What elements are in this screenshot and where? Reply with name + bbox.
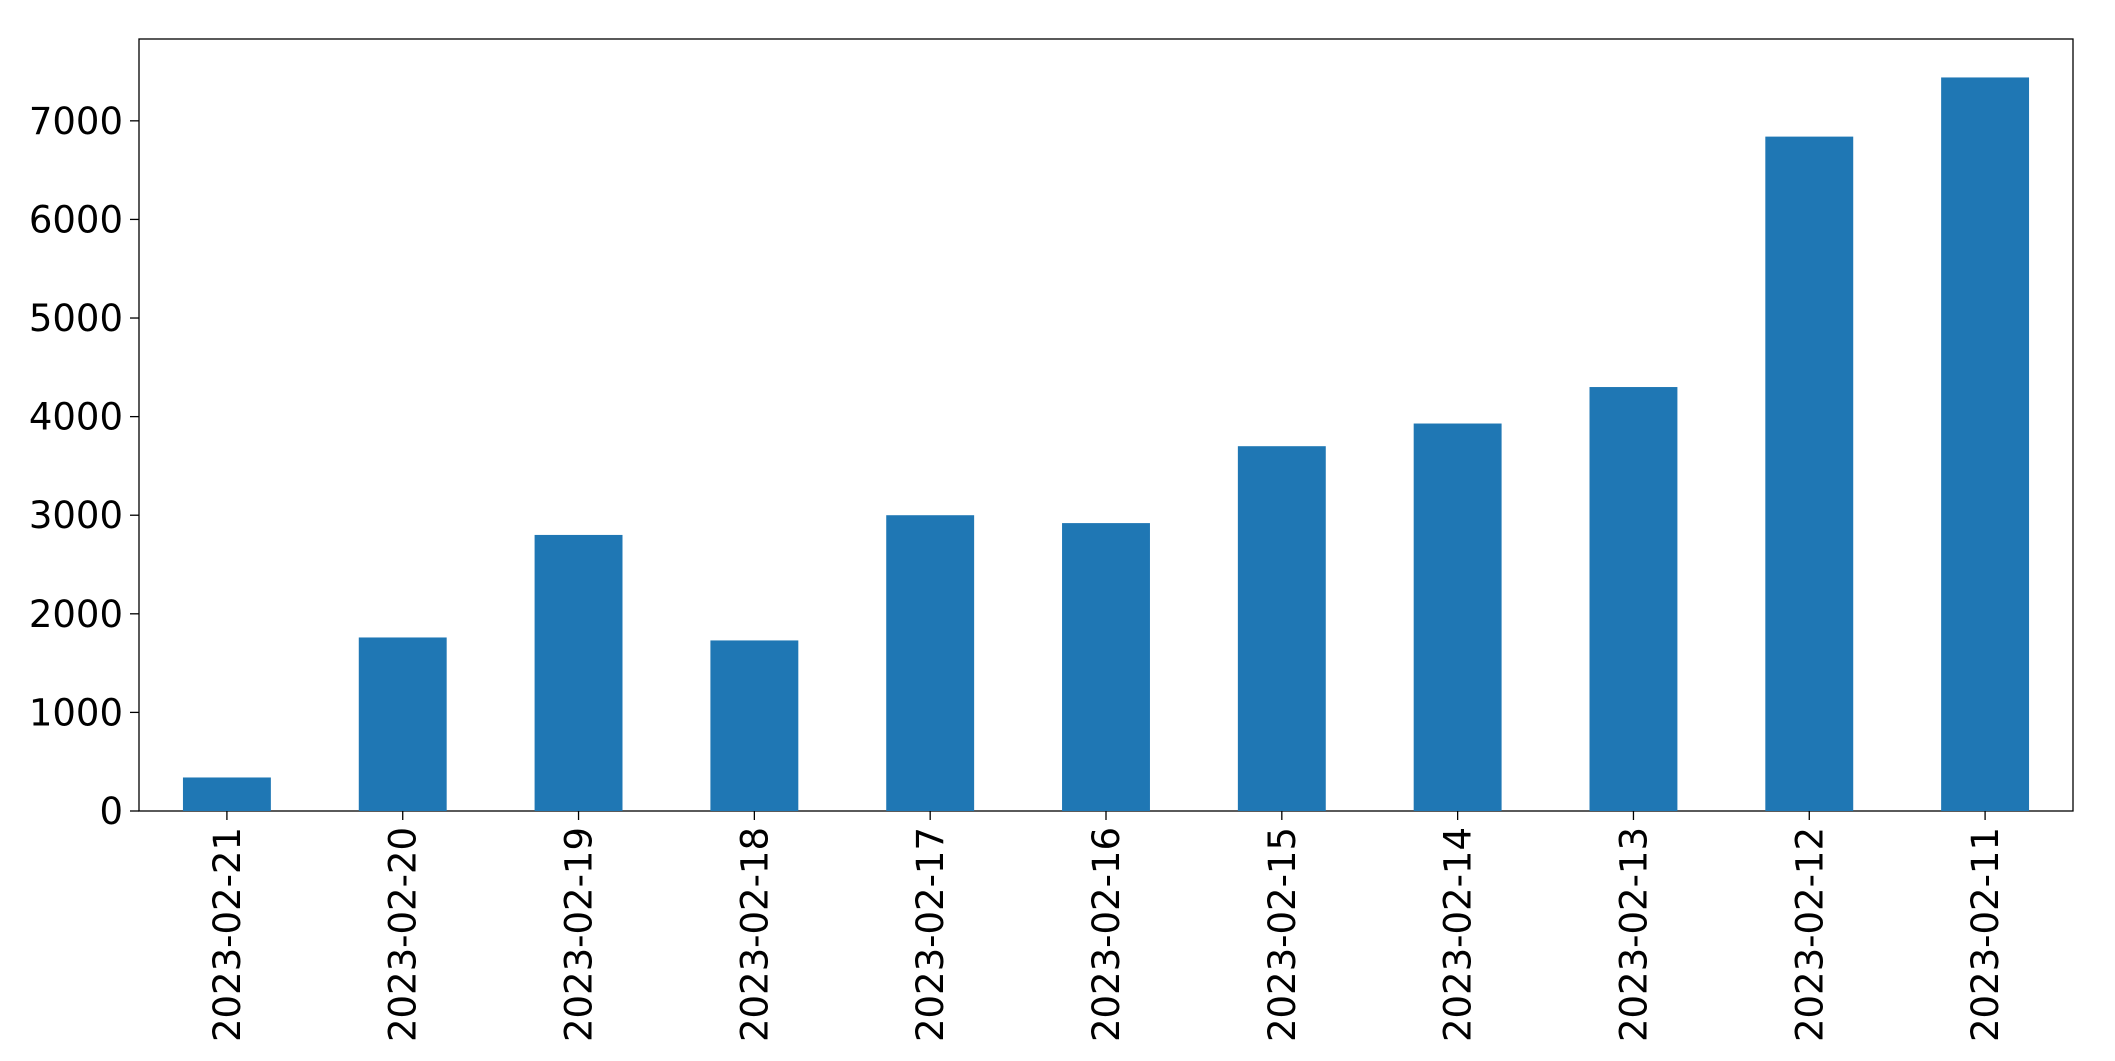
bar xyxy=(1413,423,1502,811)
y-tick-label: 0 xyxy=(99,790,123,833)
y-tick-label: 4000 xyxy=(29,396,123,439)
y-tick-label: 2000 xyxy=(29,593,123,636)
x-tick-label: 2023-02-17 xyxy=(909,827,952,1042)
bar xyxy=(182,777,271,811)
x-tick-label: 2023-02-16 xyxy=(1085,827,1128,1042)
bar xyxy=(358,637,447,811)
y-tick-label: 6000 xyxy=(29,198,123,241)
bar xyxy=(1062,523,1150,811)
x-tick-label: 2023-02-13 xyxy=(1612,827,1655,1042)
x-tick-label: 2023-02-19 xyxy=(558,827,601,1042)
x-tick-label: 2023-02-15 xyxy=(1261,827,1304,1042)
x-tick-label: 2023-02-14 xyxy=(1437,827,1480,1042)
bar xyxy=(534,534,623,811)
x-tick-label: 2023-02-21 xyxy=(206,827,249,1042)
y-tick-label: 3000 xyxy=(29,494,123,537)
y-tick-label: 1000 xyxy=(29,691,123,734)
x-tick-label: 2023-02-11 xyxy=(1964,827,2007,1042)
y-tick-label: 5000 xyxy=(29,297,123,340)
bar xyxy=(1941,77,2030,812)
bar xyxy=(1765,136,1854,811)
bar xyxy=(710,640,799,811)
y-tick-label: 7000 xyxy=(29,100,123,143)
x-tick-label: 2023-02-18 xyxy=(733,827,776,1042)
bar xyxy=(886,515,975,811)
bar xyxy=(1237,446,1326,811)
x-tick-label: 2023-02-12 xyxy=(1788,827,1831,1042)
x-tick-label: 2023-02-20 xyxy=(382,827,425,1042)
bar xyxy=(1589,387,1678,811)
